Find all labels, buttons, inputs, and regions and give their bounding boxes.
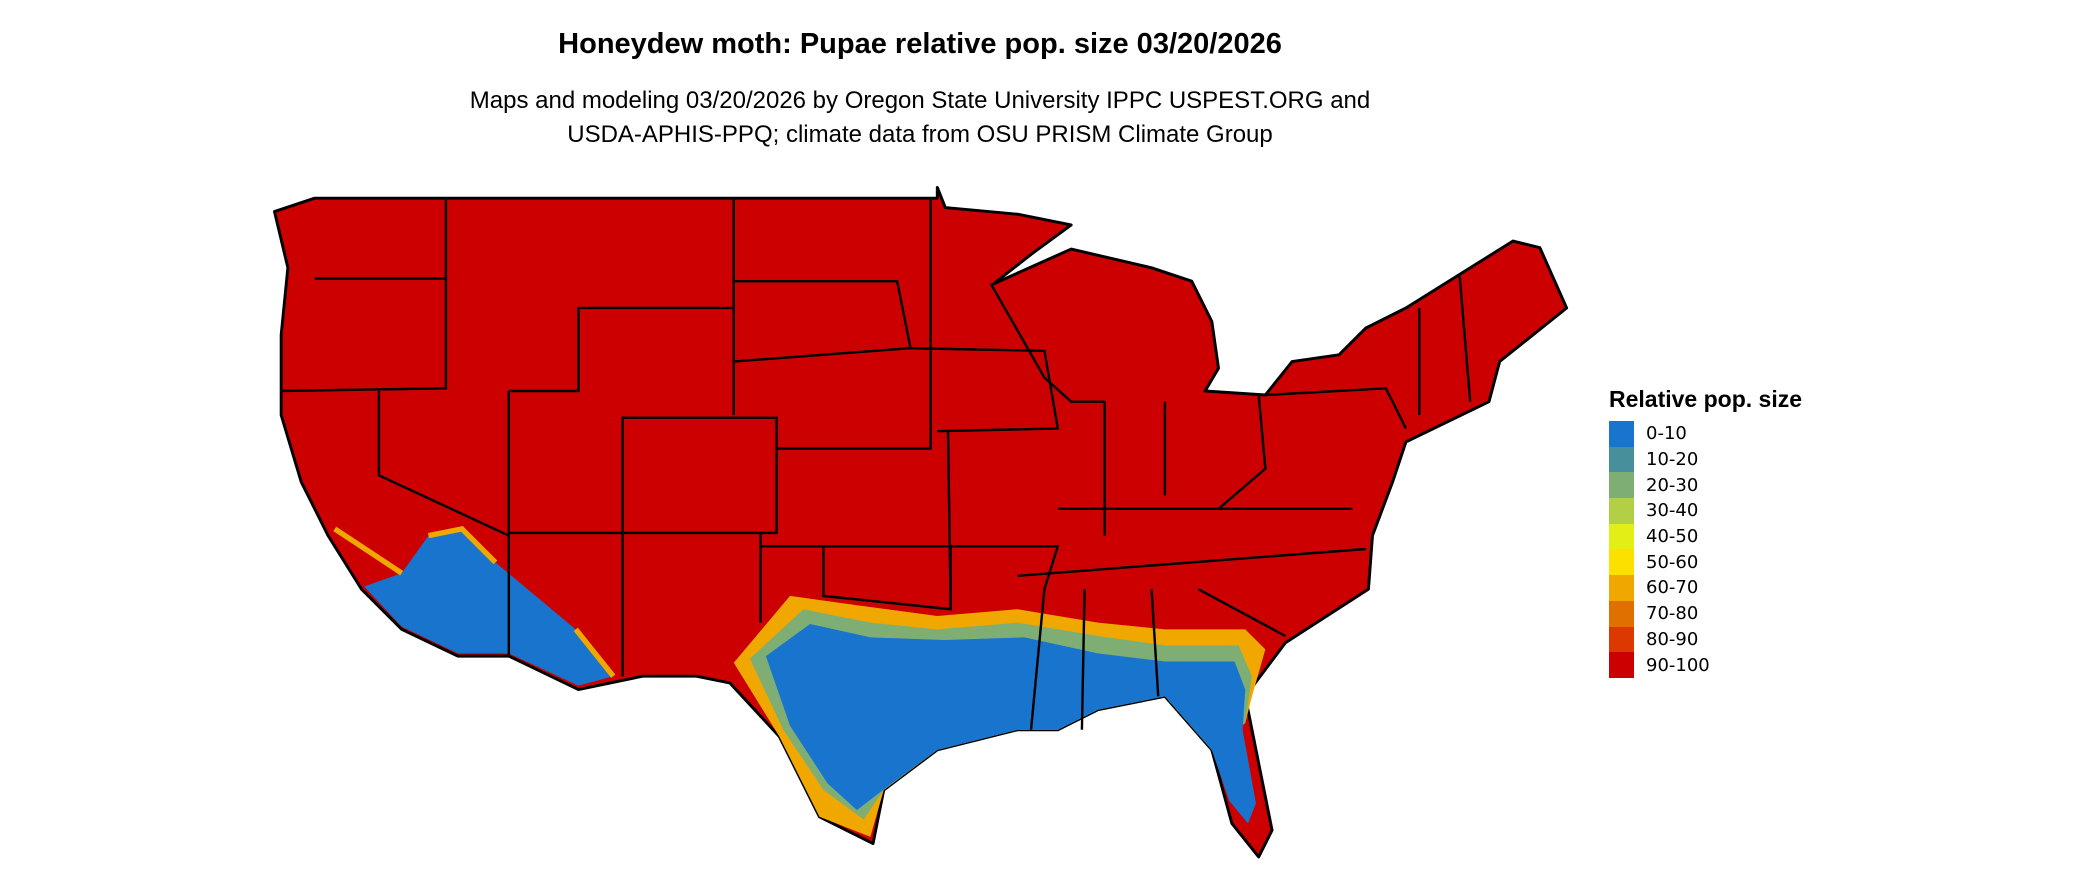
legend-swatch [1609,549,1634,576]
legend-swatch [1609,472,1634,499]
legend-item: 0-10 [1609,421,1802,447]
legend-swatch [1609,575,1634,601]
legend-label: 90-100 [1646,654,1710,676]
southwest-blue [364,528,614,686]
legend-item: 10-20 [1609,446,1802,473]
map-title: Honeydew moth: Pupae relative pop. size … [558,28,1282,60]
legend-label: 0-10 [1646,423,1687,445]
legend-swatch [1609,652,1634,678]
subtitle-line-1: Maps and modeling 03/20/2026 by Oregon S… [469,87,1371,114]
legend-item: 50-60 [1609,549,1802,576]
legend-item: 40-50 [1609,523,1802,550]
legend-title: Relative pop. size [1609,386,1803,412]
legend-swatch [1609,523,1634,550]
subtitle-line-2: USDA-APHIS-PPQ; climate data from OSU PR… [567,121,1273,148]
legend-item: 60-70 [1609,575,1802,601]
legend-label: 20-30 [1646,474,1699,496]
southwest-orange-edge [333,525,616,678]
legend-label: 40-50 [1646,526,1699,548]
legend-label: 50-60 [1646,551,1699,573]
legend-item: 20-30 [1609,472,1802,499]
legend-label: 30-40 [1646,500,1699,522]
legend-item: 90-100 [1609,652,1802,678]
legend-label: 70-80 [1646,603,1699,625]
legend-swatch [1609,446,1634,473]
legend-label: 10-20 [1646,449,1699,471]
legend-swatch [1609,626,1634,653]
legend-label: 80-90 [1646,628,1699,650]
legend-items: 0-10 10-20 20-30 30-40 40-50 50-60 60-70 70-80 8… [1609,421,1802,678]
legend-item: 80-90 [1609,626,1802,653]
legend-swatch [1609,498,1634,524]
state-boundaries [281,198,1472,730]
legend-swatch [1609,600,1634,627]
legend-item: 70-80 [1609,600,1802,627]
legend-label: 60-70 [1646,577,1699,599]
legend-item: 30-40 [1609,498,1802,524]
legend-swatch [1609,421,1634,447]
legend: Relative pop. size 0-10 10-20 20-30 30-40 40… [1609,386,1802,678]
band-blue [765,623,1256,824]
map-subtitle: Maps and modeling 03/20/2026 by Oregon S… [0,84,1840,152]
